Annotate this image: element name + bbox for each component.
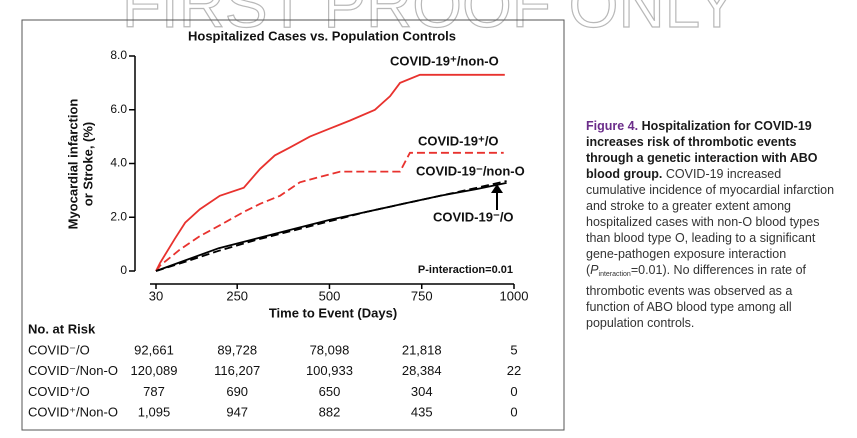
risk-row-label: COVID⁺/Non-O xyxy=(28,405,118,420)
x-tick-label: 250 xyxy=(226,288,248,303)
risk-cell: 435 xyxy=(411,405,433,420)
caption-label: Figure 4. xyxy=(586,119,639,133)
x-tick-label: 750 xyxy=(411,288,433,303)
x-tick-label: 1000 xyxy=(500,288,529,303)
risk-cell: 0 xyxy=(510,405,517,420)
risk-cell: 650 xyxy=(319,384,341,399)
x-axis-label: Time to Event (Days) xyxy=(269,305,397,320)
arrow-head xyxy=(491,184,503,193)
risk-cell: 120,089 xyxy=(131,363,178,378)
y-tick-label: 6.0 xyxy=(110,102,127,116)
series-label: COVID-19⁺/non-O xyxy=(390,53,499,68)
y-axis-label-line: or Stroke, (%) xyxy=(80,122,95,207)
series-line xyxy=(155,182,507,272)
caption: Figure 4. Hospitalization for COVID-19 i… xyxy=(586,118,838,331)
risk-row-label: COVID⁻/Non-O xyxy=(28,363,118,378)
series-line xyxy=(155,151,504,272)
caption-p: P xyxy=(590,263,599,277)
series-label: COVID-19⁺/O xyxy=(418,133,499,148)
risk-cell: 1,095 xyxy=(138,405,171,420)
risk-cell: 78,098 xyxy=(310,342,350,357)
caption-title: Hospitalization for COVID-19 increases r… xyxy=(586,119,818,181)
risk-cell: 22 xyxy=(507,363,521,378)
risk-cell: 116,207 xyxy=(214,363,260,378)
risk-cell: 28,384 xyxy=(402,363,442,378)
risk-cell: 787 xyxy=(143,384,165,399)
risk-row-label: COVID⁻/O xyxy=(28,342,90,357)
chart-title: Hospitalized Cases vs. Population Contro… xyxy=(188,28,456,43)
x-tick-label: 500 xyxy=(319,288,341,303)
y-tick-label: 4.0 xyxy=(110,156,127,170)
caption-subscript: interaction xyxy=(598,271,631,278)
annotation: P-interaction=0.01 xyxy=(418,264,513,276)
risk-cell: 21,818 xyxy=(402,342,442,357)
y-tick-label: 2.0 xyxy=(110,209,127,223)
series-line xyxy=(155,73,505,272)
risk-cell: 882 xyxy=(319,405,341,420)
y-tick-label: 0 xyxy=(120,263,127,277)
y-tick-label: 8.0 xyxy=(110,48,127,62)
risk-row-label: COVID⁺/O xyxy=(28,384,90,399)
risk-cell: 304 xyxy=(411,384,433,399)
series-label: COVID-19⁻/O xyxy=(433,209,514,224)
risk-cell: 0 xyxy=(510,384,517,399)
risk-cell: 5 xyxy=(510,342,517,357)
caption-body: COVID-19 increased cumulative incidence … xyxy=(586,167,835,277)
risk-cell: 100,933 xyxy=(306,363,353,378)
watermark: FIRST PROOF ONLY xyxy=(122,0,738,41)
risk-cell: 690 xyxy=(226,384,248,399)
y-axis-label-line: Myocardial infarction xyxy=(65,99,80,230)
caption-body: =0.01). No differences in rate of thromb… xyxy=(586,263,807,330)
series-line xyxy=(155,180,507,272)
series-label: COVID-19⁻/non-O xyxy=(416,163,525,178)
frame xyxy=(21,19,565,431)
risk-cell: 947 xyxy=(226,405,248,420)
risk-cell: 89,728 xyxy=(217,342,257,357)
risk-table-title: No. at Risk xyxy=(28,321,96,336)
risk-cell: 92,661 xyxy=(134,342,174,357)
y-axis-label: Myocardial infarction or Stroke, (%) xyxy=(65,99,95,230)
x-tick-label: 30 xyxy=(149,288,163,303)
